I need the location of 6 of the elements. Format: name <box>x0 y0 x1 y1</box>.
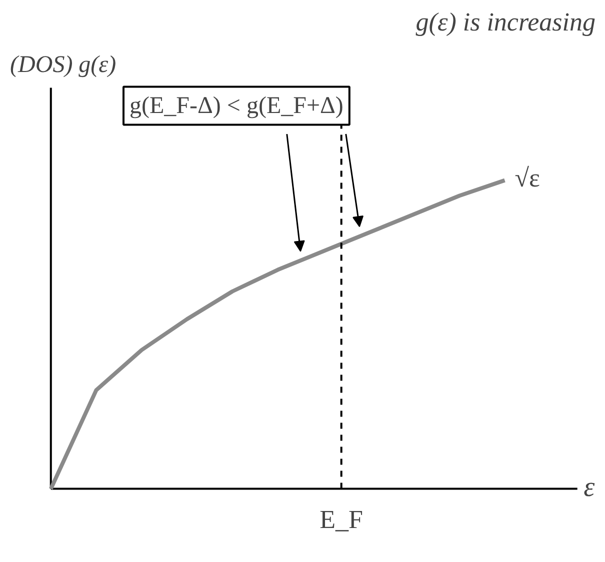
text: E_F <box>320 504 364 534</box>
chart-title: g(ε) is increasing <box>416 8 596 36</box>
annotation: √ε <box>514 163 540 192</box>
x-axis-title: ε <box>584 472 595 503</box>
text: g(E_F-Δ) < g(E_F+Δ) <box>130 92 344 119</box>
y-axis-title: (DOS) g(ε) <box>10 52 116 78</box>
